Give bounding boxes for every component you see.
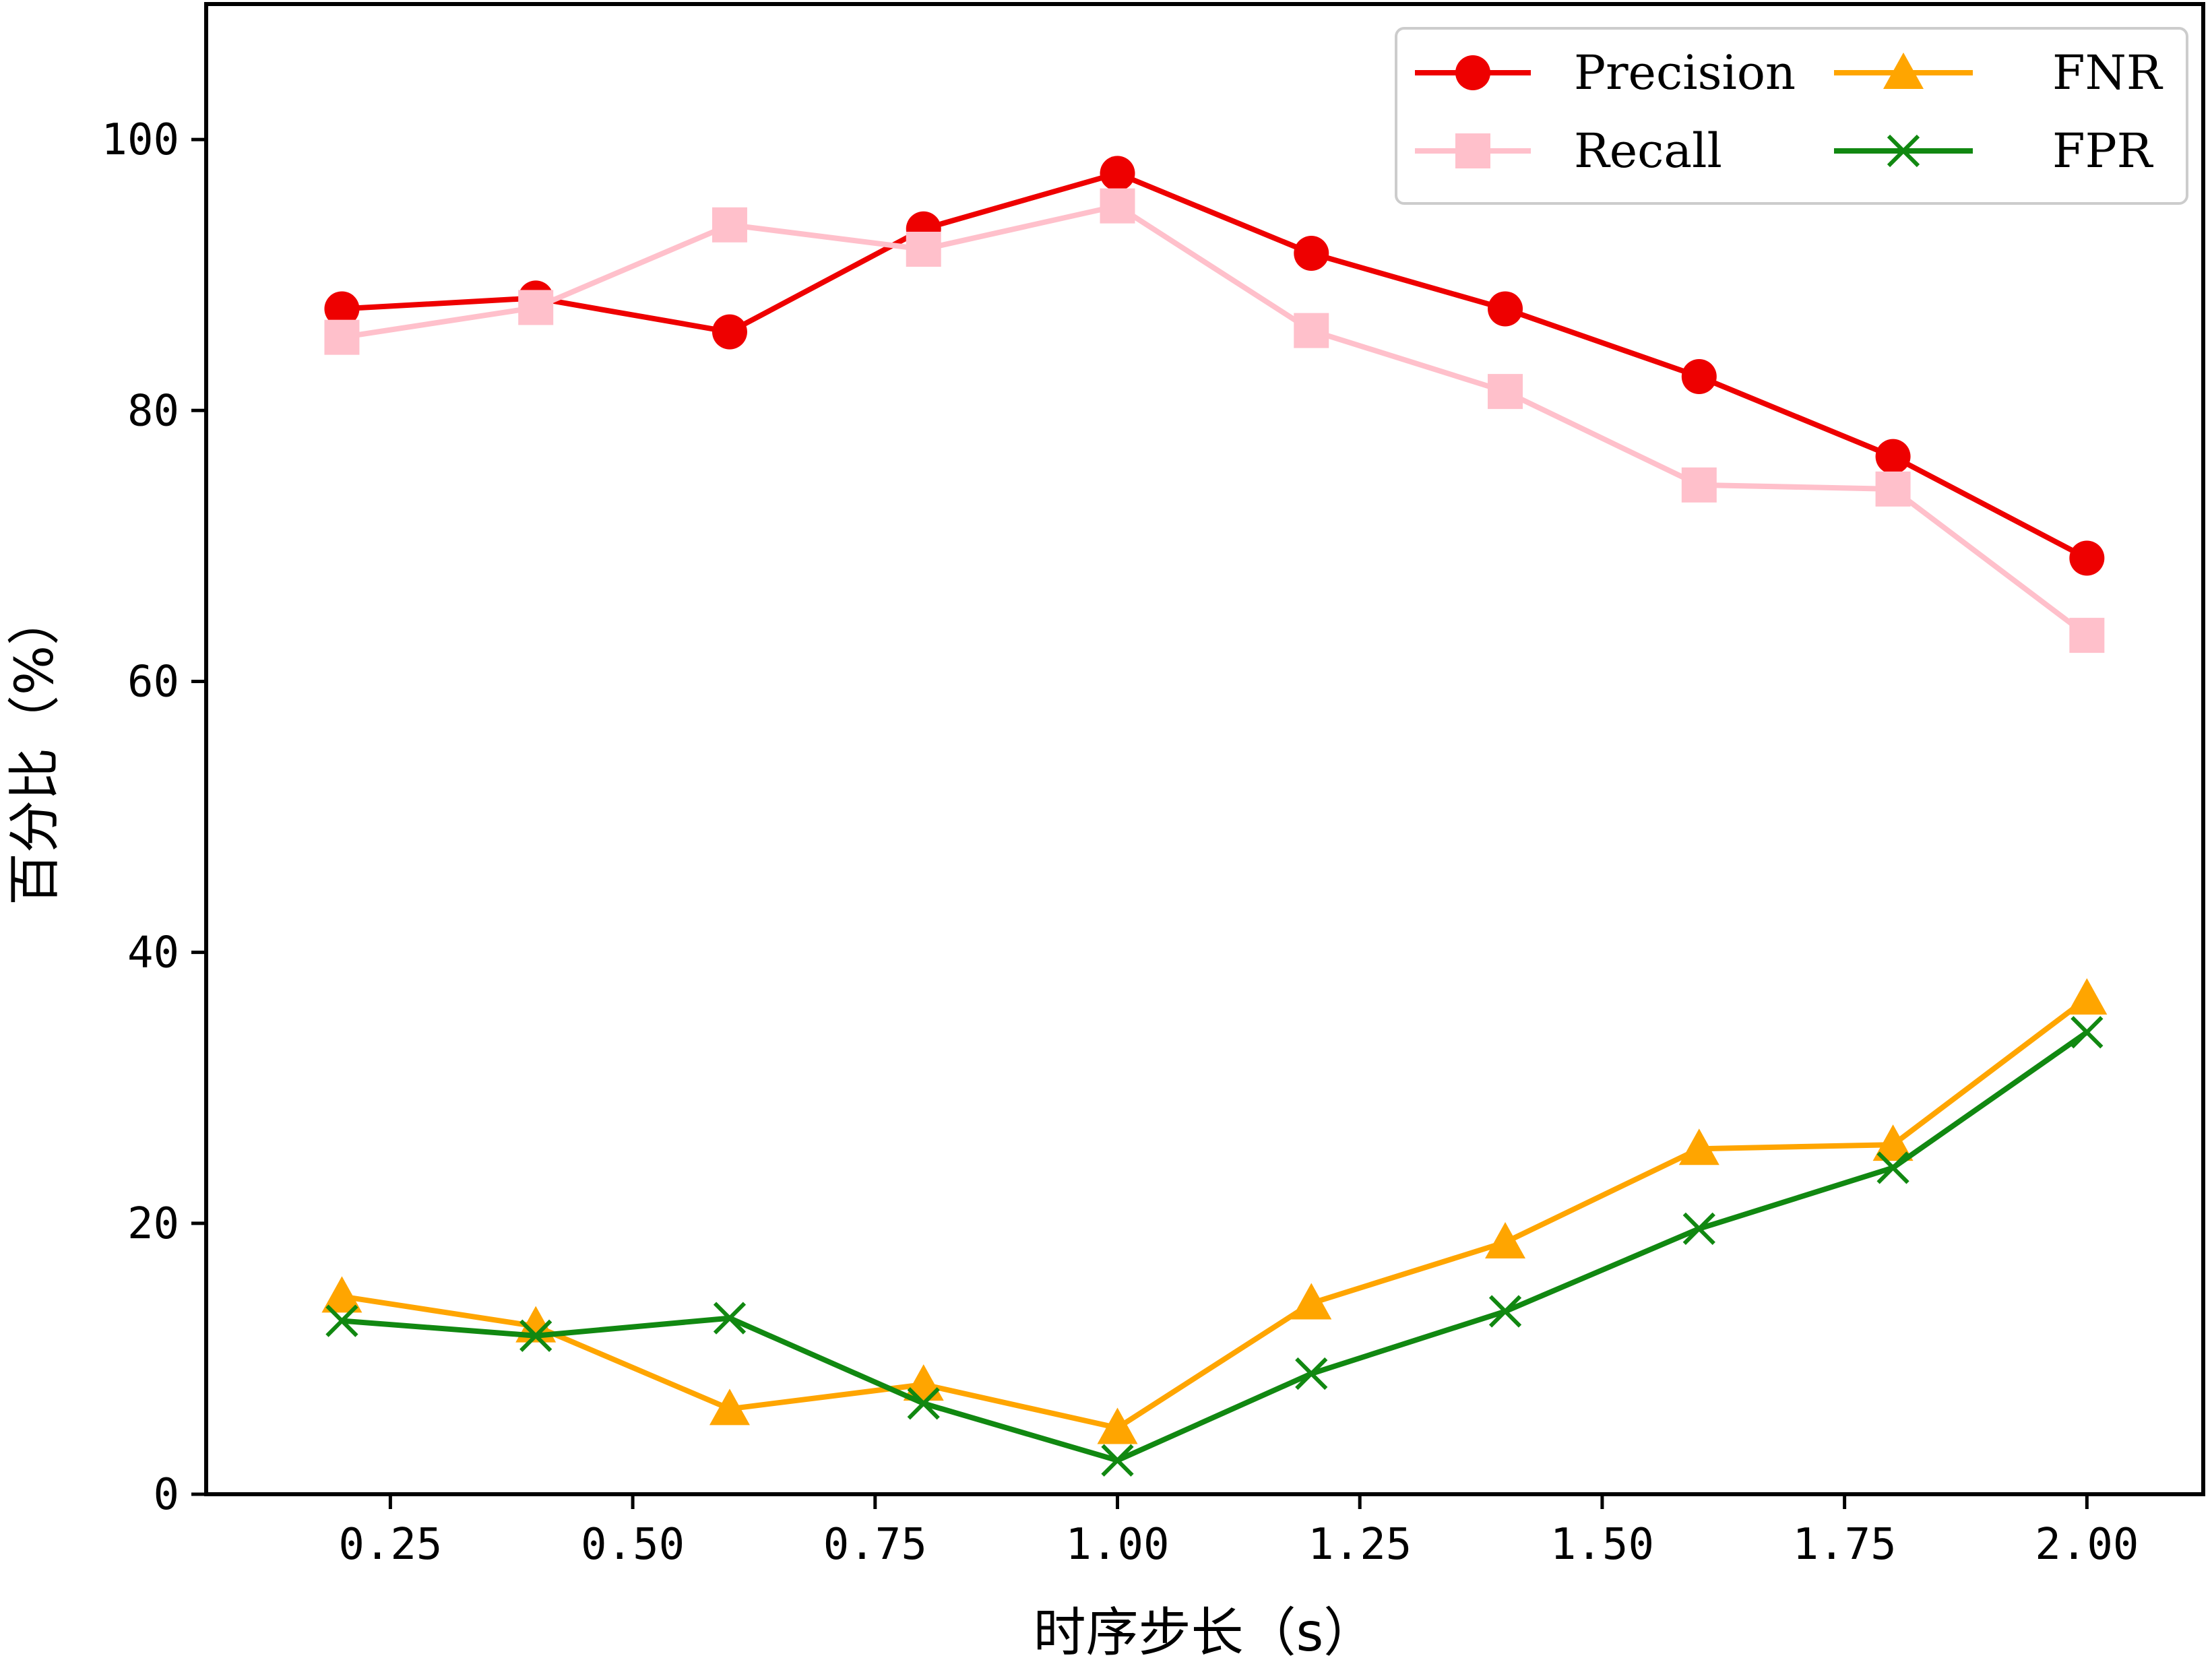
legend-label-fpr: FPR bbox=[2052, 123, 2154, 179]
fnr-point bbox=[709, 1388, 750, 1426]
fnr-point bbox=[1097, 1407, 1138, 1444]
recall-point bbox=[2069, 618, 2105, 653]
legend-frame bbox=[1395, 27, 2188, 205]
x-tick-label: 1.50 bbox=[1550, 1520, 1654, 1570]
fpr-point bbox=[713, 1302, 747, 1335]
y-tick-label: 60 bbox=[127, 657, 179, 707]
precision-point bbox=[712, 314, 747, 350]
precision-line bbox=[342, 170, 2089, 561]
series-fpr bbox=[325, 1016, 2104, 1477]
fnr-point bbox=[1485, 1221, 1526, 1258]
recall-point bbox=[324, 319, 360, 355]
fpr-point bbox=[1876, 1151, 1909, 1184]
precision-point bbox=[324, 291, 360, 327]
legend-item-fpr: FPR bbox=[1834, 123, 2154, 179]
x-tick-label: 1.25 bbox=[1308, 1520, 1412, 1570]
fpr-point bbox=[325, 1304, 358, 1337]
x-axis-label: 时序步长（s） bbox=[1034, 1603, 1377, 1663]
precision-point bbox=[1488, 291, 1523, 327]
series-precision bbox=[324, 156, 2105, 576]
fpr-point bbox=[1682, 1212, 1715, 1245]
fnr-line bbox=[341, 996, 2089, 1431]
recall-point bbox=[1100, 188, 1135, 224]
y-tick-label: 80 bbox=[127, 386, 179, 436]
y-axis: 0 20 40 60 80 100 bbox=[101, 115, 206, 1520]
legend-marker-precision bbox=[1455, 55, 1490, 90]
series-layer bbox=[321, 156, 2108, 1477]
legend-label-precision: Precision bbox=[1574, 45, 1796, 100]
precision-point bbox=[1294, 236, 1329, 271]
recall-line bbox=[341, 203, 2089, 638]
recall-point bbox=[1875, 471, 1911, 507]
series-recall bbox=[324, 188, 2105, 653]
fnr-point bbox=[321, 1276, 362, 1313]
recall-point bbox=[518, 290, 554, 325]
plot-frame bbox=[204, 2, 2205, 1496]
fpr-line bbox=[342, 1030, 2089, 1463]
legend-marker-recall bbox=[1455, 133, 1490, 168]
precision-point bbox=[2069, 540, 2105, 576]
x-tick-label: 0.25 bbox=[338, 1520, 442, 1570]
fpr-point bbox=[1488, 1295, 1522, 1328]
precision-point bbox=[1875, 439, 1911, 474]
fpr-point bbox=[907, 1387, 940, 1420]
fnr-point bbox=[1291, 1283, 1332, 1320]
legend: Precision Recall FNR FPR bbox=[1395, 27, 2188, 205]
legend-item-fnr: FNR bbox=[1834, 45, 2163, 100]
x-tick-label: 1.00 bbox=[1065, 1520, 1169, 1570]
fnr-point bbox=[1872, 1124, 1914, 1161]
x-tick-label: 2.00 bbox=[2035, 1520, 2139, 1570]
x-tick-label: 0.75 bbox=[823, 1520, 927, 1570]
legend-marker-fpr bbox=[1887, 134, 1920, 168]
y-tick-label: 0 bbox=[153, 1470, 179, 1520]
y-tick-label: 40 bbox=[127, 928, 179, 978]
y-tick-label: 20 bbox=[127, 1199, 179, 1249]
fnr-point bbox=[1678, 1128, 1719, 1165]
series-fnr bbox=[321, 978, 2108, 1444]
fpr-point bbox=[2071, 1016, 2104, 1049]
x-axis: 0.25 0.50 0.75 1.00 1.25 1.50 1.75 2.00 bbox=[338, 1494, 2139, 1570]
y-tick-label: 100 bbox=[101, 115, 179, 165]
recall-point bbox=[1681, 467, 1717, 503]
fpr-point bbox=[1295, 1357, 1328, 1390]
precision-point bbox=[1100, 156, 1135, 191]
recall-point bbox=[906, 231, 941, 267]
recall-point bbox=[712, 207, 747, 243]
recall-point bbox=[1488, 374, 1523, 410]
legend-label-fnr: FNR bbox=[2052, 45, 2163, 100]
fnr-point bbox=[2066, 978, 2108, 1015]
x-tick-label: 0.50 bbox=[581, 1520, 685, 1570]
legend-label-recall: Recall bbox=[1574, 123, 1722, 179]
x-tick-label: 1.75 bbox=[1793, 1520, 1897, 1570]
fpr-point bbox=[519, 1319, 552, 1352]
precision-point bbox=[1681, 359, 1717, 394]
legend-item-precision: Precision bbox=[1415, 45, 1796, 100]
legend-item-recall: Recall bbox=[1415, 123, 1722, 179]
y-axis-label: 百分比（%） bbox=[5, 593, 65, 905]
legend-marker-fnr bbox=[1883, 53, 1924, 89]
recall-point bbox=[1294, 313, 1329, 348]
fpr-point bbox=[1101, 1444, 1134, 1477]
